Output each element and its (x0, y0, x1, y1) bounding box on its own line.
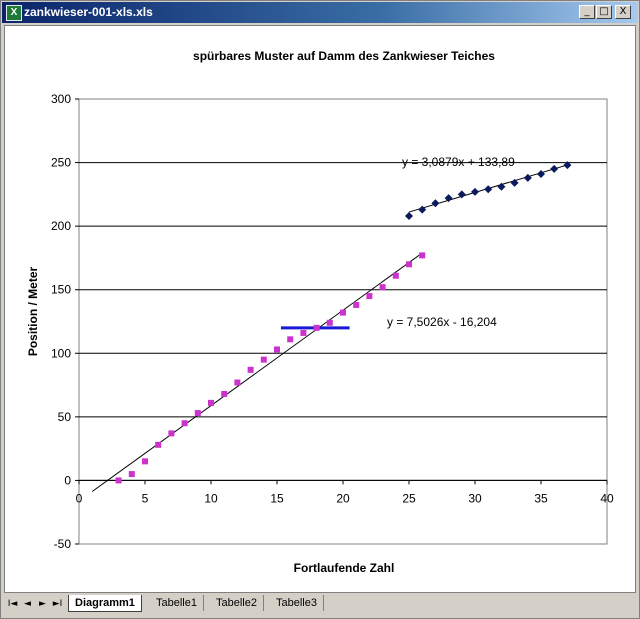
data-point[interactable] (366, 293, 373, 300)
x-tick-label: 40 (600, 491, 614, 505)
x-tick-label: 0 (76, 491, 83, 505)
tab-diagramm1[interactable]: Diagramm1 (68, 595, 142, 612)
data-point[interactable] (563, 161, 572, 170)
scatter-chart[interactable]: spürbares Muster auf Damm des Zankwieser… (5, 26, 635, 592)
y-tick-label: 200 (51, 219, 71, 233)
data-point[interactable] (523, 173, 532, 182)
window-title: zankwieser-001-xls.xls (24, 5, 153, 19)
x-tick-label: 5 (142, 491, 149, 505)
data-point[interactable] (194, 410, 201, 417)
data-point[interactable] (471, 187, 479, 196)
data-point[interactable] (392, 272, 399, 279)
last-sheet-icon[interactable]: ►I (52, 599, 63, 609)
tab-tabelle3[interactable]: Tabelle3 (270, 595, 324, 611)
y-tick-label: -50 (54, 537, 72, 551)
x-tick-label: 25 (402, 491, 416, 505)
data-point[interactable] (300, 329, 307, 336)
data-point[interactable] (405, 211, 413, 220)
data-point[interactable] (313, 324, 320, 331)
tab-tabelle1[interactable]: Tabelle1 (150, 595, 204, 611)
title-bar[interactable]: X zankwieser-001-xls.xls _ □ X (2, 2, 638, 23)
data-point[interactable] (155, 441, 162, 448)
data-point[interactable] (221, 390, 228, 397)
data-point[interactable] (260, 356, 267, 363)
data-point[interactable] (326, 319, 333, 326)
trendline-equation: y = 3,0879x + 133,89 (402, 155, 515, 169)
y-tick-label: 150 (51, 283, 71, 297)
data-point[interactable] (550, 164, 559, 173)
data-point[interactable] (353, 301, 360, 308)
data-point[interactable] (247, 366, 254, 373)
minimize-button[interactable]: _ (579, 5, 595, 19)
x-tick-label: 10 (204, 491, 218, 505)
data-point[interactable] (484, 185, 493, 194)
x-tick-label: 35 (534, 491, 548, 505)
data-point[interactable] (168, 430, 175, 437)
sheet-tab-bar: I◄ ◄ ► ►I Diagramm1 Tabelle1 Tabelle2 Ta… (4, 595, 636, 615)
data-point[interactable] (457, 190, 466, 199)
close-button[interactable]: X (615, 5, 631, 19)
plot-area[interactable] (78, 98, 608, 545)
y-tick-label: 0 (64, 473, 71, 487)
data-point[interactable] (379, 284, 386, 291)
chart-sheet[interactable]: spürbares Muster auf Damm des Zankwieser… (4, 25, 636, 593)
chart-title: spürbares Muster auf Damm des Zankwieser… (193, 49, 495, 63)
data-point[interactable] (128, 471, 135, 478)
data-point[interactable] (208, 399, 214, 406)
y-tick-label: 250 (51, 156, 71, 170)
tab-tabelle2[interactable]: Tabelle2 (210, 595, 264, 611)
data-point[interactable] (419, 252, 426, 259)
y-axis-label: Position / Meter (26, 266, 40, 356)
x-tick-label: 15 (270, 491, 284, 505)
trendline-equation: y = 7,5026x - 16,204 (387, 315, 497, 329)
data-point[interactable] (537, 170, 545, 179)
x-tick-label: 20 (336, 491, 350, 505)
data-point[interactable] (418, 205, 427, 214)
data-point[interactable] (274, 346, 280, 353)
first-sheet-icon[interactable]: I◄ (7, 599, 18, 609)
data-point[interactable] (115, 477, 122, 484)
data-point[interactable] (234, 379, 241, 386)
data-point[interactable] (142, 458, 148, 465)
data-point[interactable] (181, 420, 188, 427)
y-tick-label: 300 (51, 92, 71, 106)
restore-button[interactable]: □ (596, 5, 612, 19)
next-sheet-icon[interactable]: ► (39, 599, 46, 609)
data-point[interactable] (287, 336, 294, 343)
data-point[interactable] (406, 261, 412, 268)
data-point[interactable] (431, 199, 440, 208)
data-point[interactable] (340, 309, 346, 316)
excel-icon[interactable]: X (6, 5, 22, 21)
x-axis-label: Fortlaufende Zahl (294, 561, 395, 575)
x-tick-label: 30 (468, 491, 482, 505)
y-tick-label: 50 (58, 410, 72, 424)
prev-sheet-icon[interactable]: ◄ (24, 599, 31, 609)
y-tick-label: 100 (51, 346, 71, 360)
trendline (91, 252, 423, 492)
data-point[interactable] (497, 182, 506, 191)
data-point[interactable] (444, 194, 453, 203)
